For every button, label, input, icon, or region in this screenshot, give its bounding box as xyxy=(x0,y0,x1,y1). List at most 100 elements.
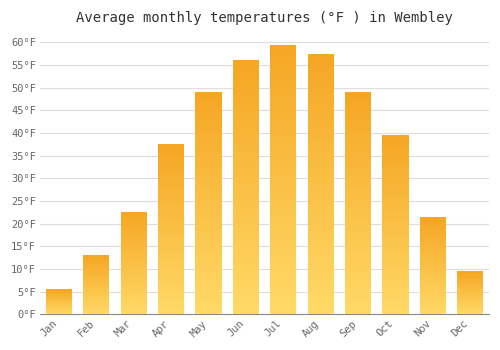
Bar xyxy=(420,256,446,257)
Bar xyxy=(158,272,184,274)
Bar xyxy=(420,281,446,282)
Bar xyxy=(420,285,446,286)
Bar xyxy=(420,226,446,228)
Bar xyxy=(84,310,110,311)
Bar xyxy=(120,212,147,214)
Bar xyxy=(382,245,408,246)
Bar xyxy=(233,121,259,124)
Bar xyxy=(270,244,296,247)
Bar xyxy=(308,69,334,72)
Bar xyxy=(158,175,184,177)
Bar xyxy=(308,208,334,210)
Bar xyxy=(382,284,408,286)
Bar xyxy=(270,225,296,228)
Bar xyxy=(120,307,147,308)
Bar xyxy=(270,174,296,177)
Bar xyxy=(270,177,296,180)
Bar xyxy=(120,301,147,302)
Bar xyxy=(158,313,184,314)
Bar xyxy=(308,147,334,150)
Bar xyxy=(420,254,446,255)
Bar xyxy=(158,282,184,284)
Bar xyxy=(233,243,259,246)
Bar xyxy=(308,220,334,223)
Bar xyxy=(270,125,296,128)
Bar xyxy=(382,239,408,241)
Bar xyxy=(158,163,184,165)
Bar xyxy=(457,286,483,287)
Bar xyxy=(196,190,222,192)
Bar xyxy=(120,246,147,247)
Bar xyxy=(120,274,147,275)
Bar xyxy=(420,240,446,241)
Bar xyxy=(120,290,147,291)
Bar xyxy=(308,140,334,142)
Bar xyxy=(382,293,408,295)
Bar xyxy=(420,276,446,277)
Bar xyxy=(120,261,147,262)
Bar xyxy=(120,259,147,260)
Bar xyxy=(345,186,371,188)
Bar xyxy=(120,283,147,284)
Bar xyxy=(158,263,184,265)
Bar xyxy=(233,253,259,256)
Bar xyxy=(84,299,110,300)
Bar xyxy=(270,255,296,258)
Bar xyxy=(120,264,147,265)
Bar xyxy=(233,195,259,197)
Bar xyxy=(84,272,110,273)
Bar xyxy=(420,261,446,262)
Bar xyxy=(457,290,483,291)
Bar xyxy=(158,161,184,163)
Bar xyxy=(84,286,110,287)
Bar xyxy=(382,280,408,282)
Bar xyxy=(308,199,334,202)
Bar xyxy=(345,139,371,141)
Bar xyxy=(158,292,184,294)
Bar xyxy=(196,272,222,274)
Bar xyxy=(158,267,184,268)
Bar xyxy=(308,90,334,93)
Bar xyxy=(345,208,371,210)
Bar xyxy=(382,225,408,226)
Bar xyxy=(233,93,259,96)
Bar xyxy=(345,103,371,105)
Bar xyxy=(84,279,110,280)
Bar xyxy=(196,219,222,221)
Bar xyxy=(270,287,296,290)
Bar xyxy=(308,270,334,273)
Bar xyxy=(382,291,408,293)
Bar xyxy=(158,233,184,234)
Bar xyxy=(345,306,371,308)
Bar xyxy=(158,190,184,192)
Bar xyxy=(308,286,334,288)
Bar xyxy=(233,129,259,132)
Bar xyxy=(420,284,446,285)
Bar xyxy=(233,175,259,177)
Bar xyxy=(308,124,334,127)
Bar xyxy=(345,97,371,99)
Bar xyxy=(270,47,296,50)
Bar xyxy=(233,187,259,190)
Bar xyxy=(196,112,222,114)
Bar xyxy=(120,305,147,306)
Bar xyxy=(84,293,110,294)
Bar xyxy=(158,306,184,308)
Bar xyxy=(196,296,222,299)
Bar xyxy=(270,271,296,274)
Bar xyxy=(308,161,334,163)
Bar xyxy=(345,199,371,201)
Bar xyxy=(196,139,222,141)
Bar xyxy=(420,274,446,275)
Bar xyxy=(120,280,147,281)
Bar xyxy=(382,209,408,210)
Bar xyxy=(84,257,110,258)
Bar xyxy=(308,153,334,155)
Bar xyxy=(196,114,222,117)
Bar xyxy=(382,164,408,166)
Bar xyxy=(120,225,147,227)
Bar xyxy=(308,215,334,218)
Bar xyxy=(345,217,371,219)
Bar xyxy=(158,231,184,233)
Bar xyxy=(158,182,184,183)
